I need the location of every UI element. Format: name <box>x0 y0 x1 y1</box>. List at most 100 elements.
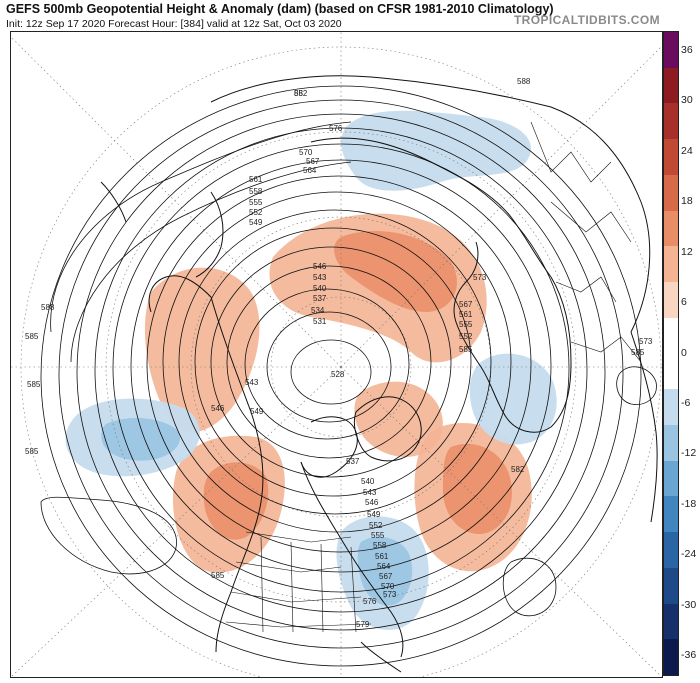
contour-label: 582 <box>511 465 525 474</box>
anomaly-trough-eastern-us-core <box>357 536 413 606</box>
contour-label: 528 <box>331 370 345 379</box>
contour-label: 585 <box>631 348 645 357</box>
meridian <box>340 45 662 368</box>
graticule <box>11 32 662 677</box>
borders <box>225 121 642 633</box>
colorbar-tick-label: -30 <box>681 598 697 611</box>
border <box>550 201 632 243</box>
contour-label: 552 <box>249 208 263 217</box>
colorbar-segment <box>664 103 678 140</box>
contour-label: 558 <box>249 187 263 196</box>
contour-label: 534 <box>311 306 325 315</box>
contour-label: 558 <box>373 541 387 550</box>
anomaly-colorbar <box>663 31 679 676</box>
height-contour <box>266 311 392 423</box>
contour-label: 573 <box>639 337 653 346</box>
colorbar-segment <box>664 603 678 640</box>
meridian <box>11 36 342 368</box>
contour-label: 85 <box>294 89 303 98</box>
contour-label: 576 <box>329 124 343 133</box>
contour-label: 570 <box>299 148 313 157</box>
border <box>260 536 264 633</box>
coastline-greenland <box>354 396 422 462</box>
contour-label: 549 <box>249 218 263 227</box>
meridian <box>11 366 342 677</box>
colorbar-tick-label: 18 <box>681 195 693 208</box>
border <box>225 621 372 628</box>
colorbar-tick-label: 36 <box>681 44 693 56</box>
contour-label: 531 <box>313 317 327 326</box>
contour-label: 564 <box>303 166 317 175</box>
contour-label: 567 <box>379 572 393 581</box>
colorbar-segment <box>664 32 678 68</box>
colorbar-segment <box>664 210 678 247</box>
contour-label: 546 <box>365 498 379 507</box>
colorbar-segment <box>664 639 678 675</box>
contour-label: 549 <box>367 510 381 519</box>
height-contour <box>210 246 452 478</box>
height-contour <box>244 288 410 440</box>
contour-label: 570 <box>381 582 395 591</box>
border <box>320 543 324 633</box>
chart-subtitle: Init: 12z Sep 17 2020 Forecast Hour: [38… <box>6 18 342 30</box>
contour-label: 555 <box>371 531 385 540</box>
coastline-europe <box>480 276 572 433</box>
height-contour <box>58 99 624 649</box>
coastline-canada-arctic <box>300 416 358 478</box>
polar-map: 5825765705675645615585555525495465435405… <box>11 32 662 677</box>
coastline-africa-north <box>630 331 658 523</box>
contour-label: 546 <box>313 262 327 271</box>
border <box>245 531 352 543</box>
contour-label: 555 <box>459 320 473 329</box>
contour-label: 543 <box>245 378 259 387</box>
contour-label: 576 <box>363 597 377 606</box>
brand-watermark: TROPICALTIDBITS.COM <box>513 13 660 27</box>
contour-label: 552 <box>459 332 473 341</box>
contour-label: 540 <box>313 284 327 293</box>
coastline-kamchatka <box>195 191 224 278</box>
colorbar-tick-label: 12 <box>681 245 693 258</box>
coastline-asia <box>210 75 651 333</box>
coastline-japan <box>100 181 127 223</box>
contour-label: 585 <box>25 447 39 456</box>
colorbar-segment <box>664 353 678 390</box>
contour-label: 561 <box>375 552 389 561</box>
coastline-north-america-west <box>210 296 264 653</box>
contour-label: 573 <box>473 273 487 282</box>
height-contour <box>70 161 352 363</box>
colorbar-segment <box>664 532 678 568</box>
colorbar-segment <box>664 496 678 533</box>
contour-label: 561 <box>459 310 473 319</box>
coastline-north-america-east <box>300 461 404 658</box>
anomaly-ridge-atlantic-core <box>443 443 512 535</box>
height-contour <box>76 113 606 631</box>
colorbar-tick-label: -18 <box>681 497 697 510</box>
height-contour <box>146 175 532 553</box>
contour-label: 546 <box>211 404 225 413</box>
colorbar-segment <box>664 282 678 318</box>
colorbar-tick-label: -12 <box>681 447 697 460</box>
border <box>235 561 342 573</box>
height-contour <box>40 496 177 575</box>
contour-label: 543 <box>363 488 377 497</box>
colorbar-segment <box>664 317 678 354</box>
contour-label: 585 <box>27 380 41 389</box>
height-contour <box>50 121 352 333</box>
anomaly-trough-europe <box>469 353 557 445</box>
colorbar-segment <box>664 246 678 283</box>
contour-label: 579 <box>356 620 370 629</box>
colorbar-segment <box>664 460 678 497</box>
contour-label: 561 <box>249 175 263 184</box>
contour-label: 585 <box>459 345 473 354</box>
height-contour <box>94 127 588 613</box>
contour-label: 537 <box>346 457 360 466</box>
colorbar-segment <box>664 139 678 175</box>
contour-label: 588 <box>517 77 531 86</box>
height-contour <box>502 557 557 617</box>
contour-labels: 5825765705675645615585555525495465435405… <box>25 77 653 629</box>
contour-label: 588 <box>41 303 55 312</box>
latitude-circle <box>270 296 412 438</box>
height-contour <box>194 227 472 497</box>
colorbar-segment <box>664 424 678 461</box>
